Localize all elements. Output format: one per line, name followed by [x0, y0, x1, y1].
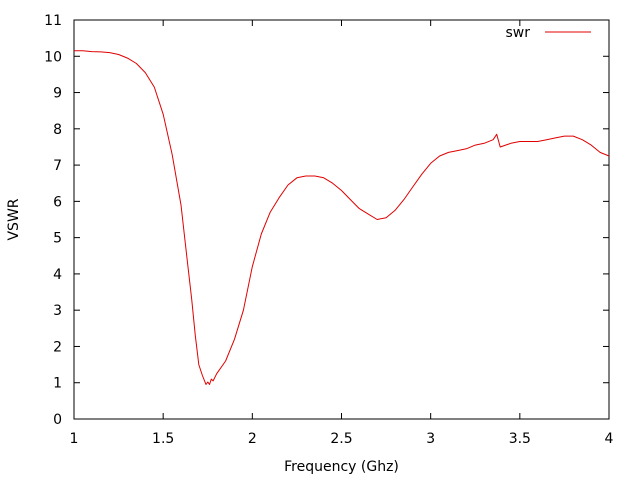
y-tick-label: 5 — [53, 231, 62, 247]
y-axis-ticks: 0 1 2 3 4 5 6 7 8 9 10 11 — [44, 13, 609, 428]
x-tick-label: 1.5 — [152, 431, 174, 447]
y-tick-label: 8 — [53, 122, 62, 138]
y-tick-label: 6 — [53, 194, 62, 210]
y-tick-label: 3 — [53, 303, 62, 319]
y-tick-label: 9 — [53, 86, 62, 102]
x-tick-label: 2.5 — [330, 431, 352, 447]
y-axis-label: VSWR — [6, 198, 22, 240]
legend: swr — [506, 25, 591, 41]
y-tick-label: 7 — [53, 158, 62, 174]
x-tick-label: 2 — [248, 431, 257, 447]
series-layer — [74, 50, 610, 385]
y-tick-label: 1 — [53, 376, 62, 392]
x-tick-label: 3 — [426, 431, 435, 447]
y-tick-label: 11 — [44, 13, 62, 29]
x-axis-label: Frequency (Ghz) — [284, 459, 399, 475]
plot-frame — [73, 19, 610, 420]
y-tick-label: 0 — [53, 412, 62, 428]
y-tick-label: 10 — [44, 49, 62, 65]
x-tick-label: 4 — [605, 431, 614, 447]
y-tick-label: 2 — [53, 339, 62, 355]
x-tick-label: 1 — [70, 431, 79, 447]
x-tick-label: 3.5 — [509, 431, 531, 447]
y-tick-label: 4 — [53, 267, 62, 283]
series-line-swr — [74, 50, 610, 385]
x-axis-ticks: 1 1.5 2 2.5 3 3.5 4 — [70, 20, 614, 447]
legend-label-swr: swr — [506, 25, 531, 41]
